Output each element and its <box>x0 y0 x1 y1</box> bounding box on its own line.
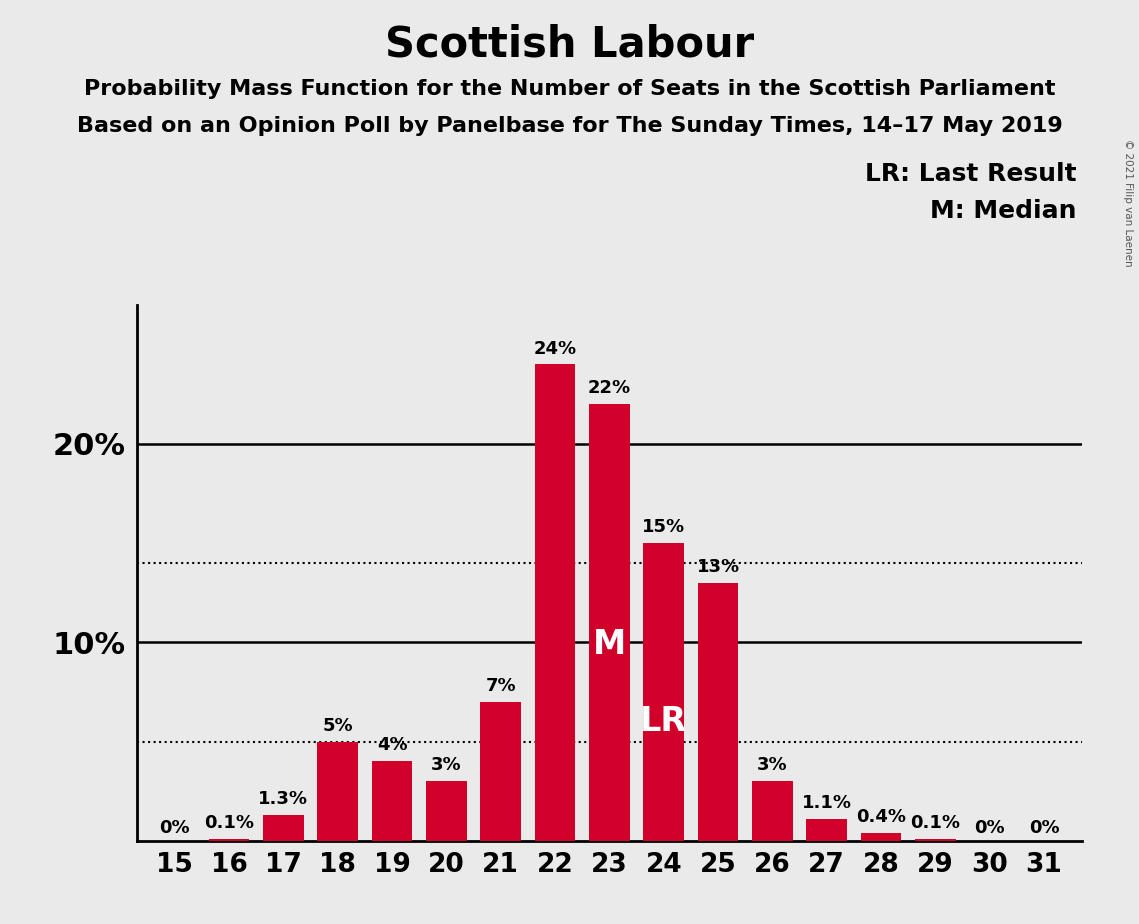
Text: 0%: 0% <box>974 819 1005 837</box>
Text: 1.3%: 1.3% <box>259 790 309 808</box>
Text: 7%: 7% <box>485 677 516 695</box>
Text: 22%: 22% <box>588 379 631 397</box>
Text: LR: Last Result: LR: Last Result <box>865 162 1076 186</box>
Text: Based on an Opinion Poll by Panelbase for The Sunday Times, 14–17 May 2019: Based on an Opinion Poll by Panelbase fo… <box>76 116 1063 136</box>
Text: 3%: 3% <box>431 757 461 774</box>
Bar <box>644 543 685 841</box>
Text: 0.1%: 0.1% <box>204 814 254 832</box>
Text: Probability Mass Function for the Number of Seats in the Scottish Parliament: Probability Mass Function for the Number… <box>84 79 1055 99</box>
Text: 0.1%: 0.1% <box>910 814 960 832</box>
Text: 24%: 24% <box>533 339 576 358</box>
Text: 1.1%: 1.1% <box>802 794 852 812</box>
Bar <box>481 702 521 841</box>
Bar <box>371 761 412 841</box>
Text: © 2021 Filip van Laenen: © 2021 Filip van Laenen <box>1123 139 1133 266</box>
Text: 0.4%: 0.4% <box>857 808 906 826</box>
Text: 4%: 4% <box>377 736 408 755</box>
Bar <box>861 833 901 841</box>
Text: M: Median: M: Median <box>929 199 1076 223</box>
Bar <box>534 364 575 841</box>
Bar <box>263 815 304 841</box>
Bar <box>589 404 630 841</box>
Bar <box>752 782 793 841</box>
Bar <box>426 782 467 841</box>
Bar <box>698 583 738 841</box>
Text: M: M <box>592 627 626 661</box>
Text: 3%: 3% <box>757 757 788 774</box>
Text: 0%: 0% <box>159 819 190 837</box>
Text: LR: LR <box>640 705 687 738</box>
Bar <box>806 819 847 841</box>
Text: 5%: 5% <box>322 717 353 735</box>
Text: 0%: 0% <box>1029 819 1059 837</box>
Bar <box>208 839 249 841</box>
Text: 13%: 13% <box>696 558 739 576</box>
Text: 15%: 15% <box>642 518 686 536</box>
Bar <box>915 839 956 841</box>
Bar <box>318 742 358 841</box>
Text: Scottish Labour: Scottish Labour <box>385 23 754 65</box>
